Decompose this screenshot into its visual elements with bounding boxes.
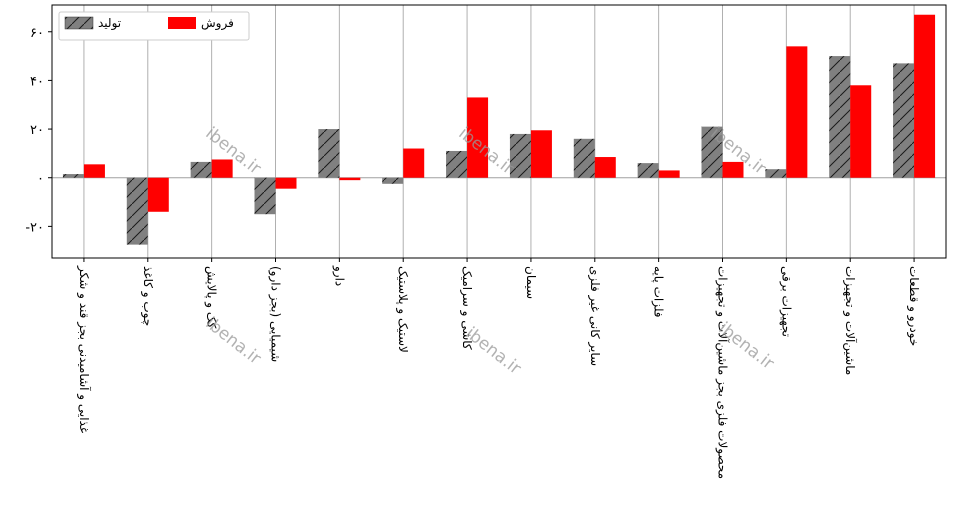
sales-bar: [339, 177, 361, 181]
plot-frame: [51, 4, 947, 259]
production-bar: [893, 63, 915, 178]
x-tick-label: کاشی و سرامیک: [459, 266, 474, 350]
legend-swatch-production: [64, 16, 94, 30]
production-bar: [62, 174, 84, 178]
sales-bar: [786, 46, 808, 178]
axes-layer: -۲۰ ۰ ۲۰ ۴۰ ۶۰ غذایی و آشامیدنی بجز قند و شکر…: [25, 4, 947, 479]
x-tick-label: محصولات فلزی بجز ماشین‌آلات و تجهیزات: [715, 266, 731, 479]
bars-layer: [62, 14, 936, 245]
production-bar: [318, 129, 340, 178]
watermark-text: ibena.ir: [202, 313, 265, 368]
production-bar: [637, 163, 659, 178]
production-bar: [254, 177, 276, 215]
sales-bar: [83, 164, 105, 178]
x-tick-label: خودرو و قطعات: [906, 266, 921, 346]
sales-bar: [530, 130, 552, 178]
production-bar: [126, 177, 148, 245]
production-bar: [829, 56, 851, 178]
production-bar: [701, 126, 723, 178]
production-bar: [765, 169, 787, 178]
x-tick-label: دارو: [331, 265, 346, 286]
sales-bar: [914, 14, 936, 178]
legend-swatch-sales: [168, 17, 196, 29]
sales-bar: [467, 97, 489, 178]
production-bar: [446, 150, 468, 178]
y-tick-label: ۶۰: [30, 26, 44, 41]
sales-bar: [275, 177, 297, 189]
sales-bar: [211, 159, 233, 178]
legend-label-production: تولید: [98, 16, 121, 31]
y-tick-label: ۲۰: [30, 123, 44, 138]
sales-bar: [658, 170, 680, 178]
production-bar: [382, 177, 404, 184]
legend-label-sales: فروش: [201, 16, 234, 31]
y-tick-label: ۴۰: [30, 74, 44, 89]
watermark-text: ibena.ir: [462, 323, 525, 378]
x-tick-label: شیمیایی (بجز دارو): [268, 266, 283, 362]
legend: تولید فروش: [58, 11, 250, 41]
y-tick-label: ۰: [37, 172, 44, 187]
production-bar: [509, 133, 531, 178]
sales-bar: [403, 148, 425, 178]
sales-bar: [594, 157, 616, 178]
x-tick-label: تجهیزات برقی: [778, 266, 793, 337]
x-tick-label: لاستیک و پلاستیک: [395, 266, 410, 353]
x-tick-label: سایر کانی غیر فلزی: [587, 266, 602, 366]
x-tick-label: کک و پالایش: [204, 266, 219, 329]
production-bar: [573, 138, 595, 178]
x-tick-label: فلزات پایه: [651, 266, 666, 318]
y-tick-label: -۲۰: [25, 220, 44, 235]
production-bar: [190, 161, 212, 178]
legend-frame: [58, 11, 250, 41]
sales-bar: [722, 161, 744, 178]
x-tick-label: سیمان: [524, 266, 538, 299]
grid-layer: [52, 5, 946, 258]
x-tick-label: ماشین‌آلات و تجهیزات: [842, 266, 858, 375]
x-tick-label: چوب و کاغذ: [140, 266, 155, 326]
x-tick-label: غذایی و آشامیدنی بجز قند و شکر: [76, 265, 92, 433]
sales-bar: [850, 85, 872, 178]
sales-bar: [147, 177, 169, 212]
